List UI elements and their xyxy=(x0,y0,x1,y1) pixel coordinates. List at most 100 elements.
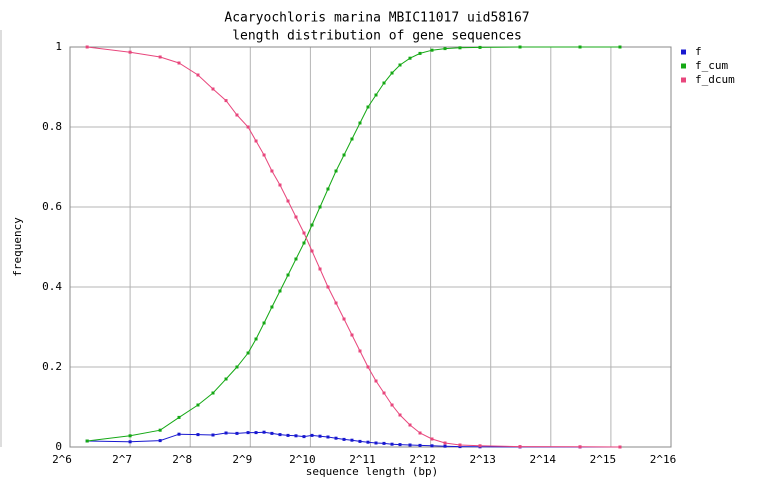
point xyxy=(382,81,386,85)
point xyxy=(262,430,266,434)
point xyxy=(211,87,215,91)
x-tick-label: 2^11 xyxy=(349,453,376,466)
point xyxy=(196,433,200,437)
point xyxy=(310,223,314,227)
point xyxy=(128,440,132,444)
point xyxy=(270,169,274,173)
point xyxy=(334,301,338,305)
point xyxy=(478,444,482,448)
point xyxy=(128,434,132,438)
point xyxy=(358,349,362,353)
point xyxy=(294,215,298,219)
y-tick-label: 0.6 xyxy=(42,200,62,213)
chart-subtitle: length distribution of gene sequences xyxy=(232,29,522,44)
point xyxy=(430,437,434,441)
point xyxy=(342,153,346,157)
point xyxy=(85,45,89,49)
point xyxy=(158,439,162,443)
point xyxy=(382,391,386,395)
point xyxy=(128,50,132,54)
point xyxy=(390,71,394,75)
point xyxy=(326,187,330,191)
point xyxy=(334,436,338,440)
point xyxy=(418,431,422,435)
point xyxy=(578,445,582,449)
point xyxy=(408,423,412,427)
point xyxy=(418,443,422,447)
point xyxy=(458,445,462,449)
point xyxy=(518,445,522,449)
point xyxy=(85,439,89,443)
x-tick-label: 2^9 xyxy=(232,453,252,466)
point xyxy=(158,55,162,59)
point xyxy=(458,443,462,447)
y-tick-label: 0 xyxy=(55,440,62,453)
point xyxy=(302,435,306,439)
point xyxy=(211,391,215,395)
legend-marker xyxy=(681,49,686,55)
legend-marker xyxy=(681,77,686,83)
point xyxy=(211,433,215,437)
point xyxy=(294,434,298,438)
point xyxy=(235,113,239,117)
point xyxy=(374,441,378,445)
x-tick-label: 2^7 xyxy=(112,453,132,466)
y-axis-label: frequency xyxy=(11,217,24,277)
point xyxy=(278,289,282,293)
point xyxy=(443,444,447,448)
point xyxy=(390,403,394,407)
point xyxy=(374,379,378,383)
point xyxy=(398,63,402,67)
point xyxy=(254,139,258,143)
point xyxy=(334,169,338,173)
point xyxy=(443,441,447,445)
point xyxy=(270,305,274,309)
x-tick-label: 2^12 xyxy=(409,453,436,466)
point xyxy=(382,441,386,445)
point xyxy=(177,432,181,436)
point xyxy=(478,45,482,49)
point xyxy=(350,333,354,337)
point xyxy=(246,351,250,355)
point xyxy=(430,48,434,52)
point xyxy=(254,431,258,435)
point xyxy=(302,241,306,245)
point xyxy=(366,105,370,109)
y-tick-label: 0.4 xyxy=(42,280,62,293)
y-tick-label: 1 xyxy=(55,40,62,53)
x-tick-label: 2^6 xyxy=(52,453,72,466)
point xyxy=(286,199,290,203)
point xyxy=(518,45,522,49)
point xyxy=(408,56,412,60)
point xyxy=(618,445,622,449)
point xyxy=(310,249,314,253)
point xyxy=(366,365,370,369)
point xyxy=(310,433,314,437)
x-tick-label: 2^16 xyxy=(650,453,677,466)
point xyxy=(408,443,412,447)
x-tick-label: 2^13 xyxy=(469,453,496,466)
point xyxy=(443,47,447,51)
point xyxy=(246,125,250,129)
point xyxy=(177,415,181,419)
x-tick-label: 2^14 xyxy=(530,453,557,466)
point xyxy=(177,61,181,65)
point xyxy=(358,439,362,443)
chart-title: Acaryochloris marina MBIC11017 uid58167 xyxy=(224,11,529,26)
point xyxy=(254,337,258,341)
point xyxy=(158,428,162,432)
point xyxy=(196,73,200,77)
point xyxy=(278,433,282,437)
point xyxy=(358,121,362,125)
point xyxy=(390,442,394,446)
point xyxy=(342,317,346,321)
point xyxy=(350,137,354,141)
y-tick-label: 0.8 xyxy=(42,120,62,133)
point xyxy=(326,285,330,289)
point xyxy=(278,183,282,187)
x-tick-label: 2^10 xyxy=(289,453,316,466)
point xyxy=(262,321,266,325)
point xyxy=(326,435,330,439)
point xyxy=(224,377,228,381)
legend-label: f xyxy=(695,45,702,58)
